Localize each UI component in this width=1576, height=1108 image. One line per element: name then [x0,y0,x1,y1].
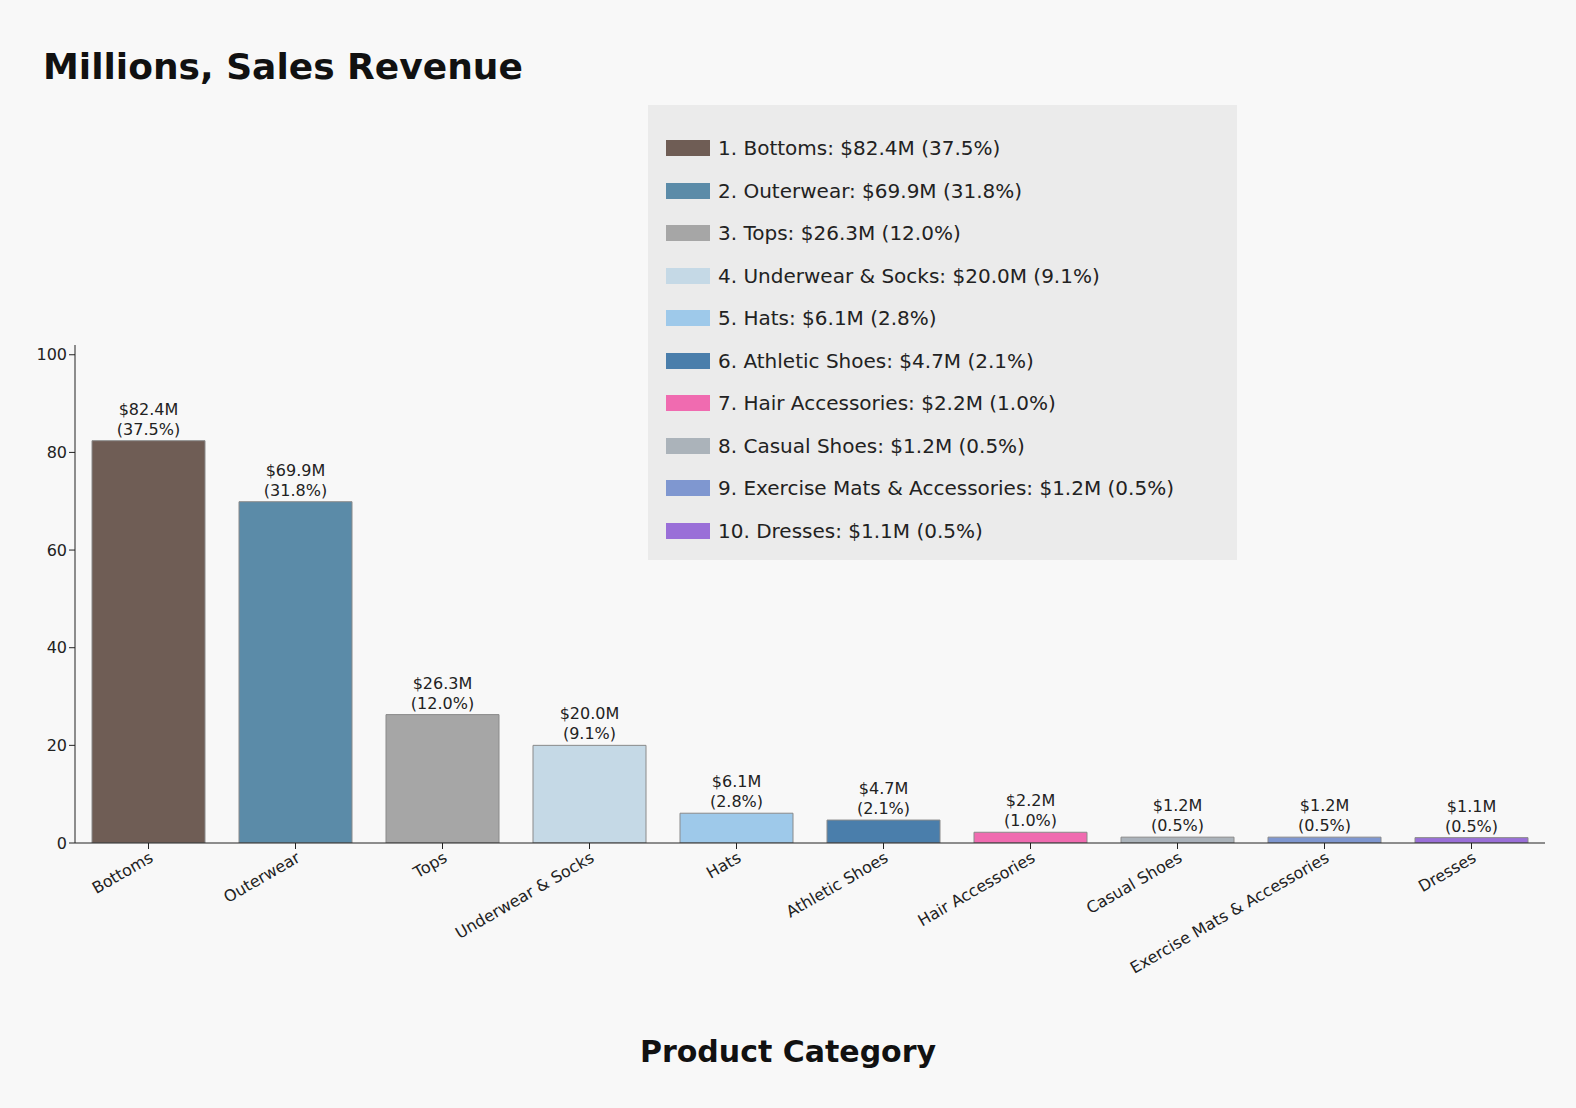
svg-text:$2.2M(1.0%): $2.2M(1.0%) [1004,791,1057,830]
svg-text:Casual Shoes: Casual Shoes [1083,848,1185,918]
svg-text:0: 0 [57,834,67,853]
svg-text:20: 20 [47,736,67,755]
html-text:Product Category: Product Category [639,1034,937,1069]
svg-text:$1.2M(0.5%): $1.2M(0.5%) [1298,796,1351,835]
svg-text:80: 80 [47,443,67,462]
svg-text:$82.4M(37.5%): $82.4M(37.5%) [117,400,180,439]
svg-text:$69.9M(31.8%): $69.9M(31.8%) [264,461,327,500]
svg-text:Bottoms: Bottoms [89,848,157,898]
svg-text:Hair Accessories: Hair Accessories [915,848,1039,930]
html-text:6. Athletic Shoes: $4.7M (2.1%: 6. Athletic Shoes: $4.7M (2.1%) [718,348,1034,373]
html-text:3. Tops: $26.3M (12.0%): 3. Tops: $26.3M (12.0%) [718,221,961,246]
svg-text:Dresses: Dresses [1415,848,1479,896]
html-text:4. Underwear & Socks: $20.0M (: 4. Underwear & Socks: $20.0M (9.1%) [718,263,1100,288]
html-text:Millions, Sales Revenue: Millions, Sales Revenue [43,46,523,87]
svg-text:$6.1M(2.8%): $6.1M(2.8%) [710,772,763,811]
svg-text:Athletic Shoes: Athletic Shoes [783,848,891,922]
html-text:5. Hats: $6.1M (2.8%): 5. Hats: $6.1M (2.8%) [718,306,937,331]
html-text:8. Casual Shoes: $1.2M (0.5%): 8. Casual Shoes: $1.2M (0.5%) [718,433,1025,458]
svg-text:Underwear & Socks: Underwear & Socks [452,848,597,943]
svg-text:$1.2M(0.5%): $1.2M(0.5%) [1151,796,1204,835]
html-text:10. Dresses: $1.1M (0.5%): 10. Dresses: $1.1M (0.5%) [718,518,983,543]
svg-text:Exercise Mats & Accessories: Exercise Mats & Accessories [1127,848,1332,978]
svg-text:$26.3M(12.0%): $26.3M(12.0%) [411,674,474,713]
svg-text:100: 100 [36,345,67,364]
svg-text:Hats: Hats [703,848,744,883]
html-text:1. Bottoms: $82.4M (37.5%): 1. Bottoms: $82.4M (37.5%) [718,136,1001,161]
svg-text:$20.0M(9.1%): $20.0M(9.1%) [560,704,620,743]
svg-text:$1.1M(0.5%): $1.1M(0.5%) [1445,797,1498,836]
html-text:2. Outerwear: $69.9M (31.8%): 2. Outerwear: $69.9M (31.8%) [718,178,1023,203]
svg-text:60: 60 [47,541,67,560]
svg-text:Outerwear: Outerwear [220,848,303,907]
svg-text:Tops: Tops [409,848,450,883]
svg-text:40: 40 [47,638,67,657]
svg-text:$4.7M(2.1%): $4.7M(2.1%) [857,779,910,818]
html-text:7. Hair Accessories: $2.2M (1.: 7. Hair Accessories: $2.2M (1.0%) [718,391,1056,416]
html-text:9. Exercise Mats & Accessories: 9. Exercise Mats & Accessories: $1.2M (0… [718,476,1174,501]
